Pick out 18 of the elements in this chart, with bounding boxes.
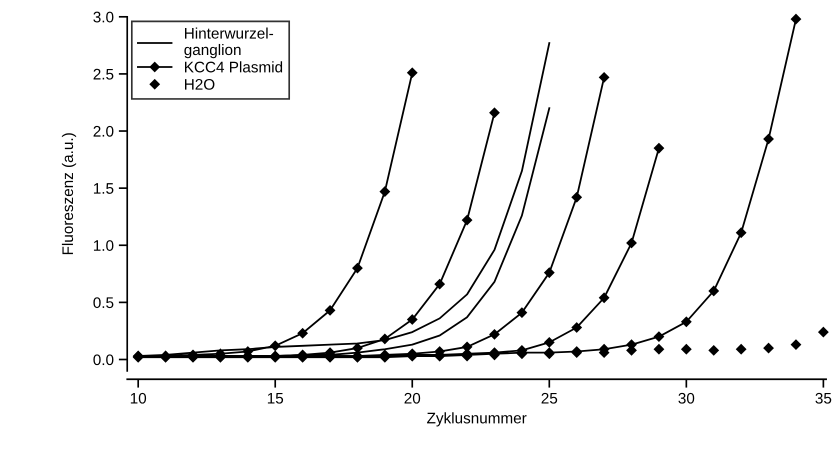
x-tick-label: 30 bbox=[678, 392, 694, 404]
legend-label: KCC4 Plasmid bbox=[185, 61, 282, 72]
x-tick-label: 10 bbox=[130, 392, 146, 404]
y-tick-label: 1.5 bbox=[94, 183, 114, 194]
x-tick-label: 35 bbox=[815, 392, 832, 404]
x-tick-label: 15 bbox=[268, 393, 284, 404]
y-tick-label: 3.0 bbox=[93, 12, 114, 22]
y-tick-label: 0.0 bbox=[93, 354, 114, 366]
x-axis-title: Zyklusnummer bbox=[427, 412, 527, 426]
y-tick-label: 0.5 bbox=[93, 297, 114, 308]
y-axis-title: Fluoreszenz (a.u.) bbox=[62, 133, 76, 254]
legend-label: Hinterwurzel- ganglion bbox=[184, 27, 274, 58]
legend-label: H2O bbox=[185, 78, 214, 90]
y-tick-label: 2.0 bbox=[94, 126, 114, 137]
y-tick-label: 1.0 bbox=[94, 240, 114, 251]
x-tick-label: 20 bbox=[404, 392, 420, 404]
x-tick-label: 25 bbox=[542, 392, 558, 404]
y-tick-label: 2.5 bbox=[94, 68, 114, 80]
